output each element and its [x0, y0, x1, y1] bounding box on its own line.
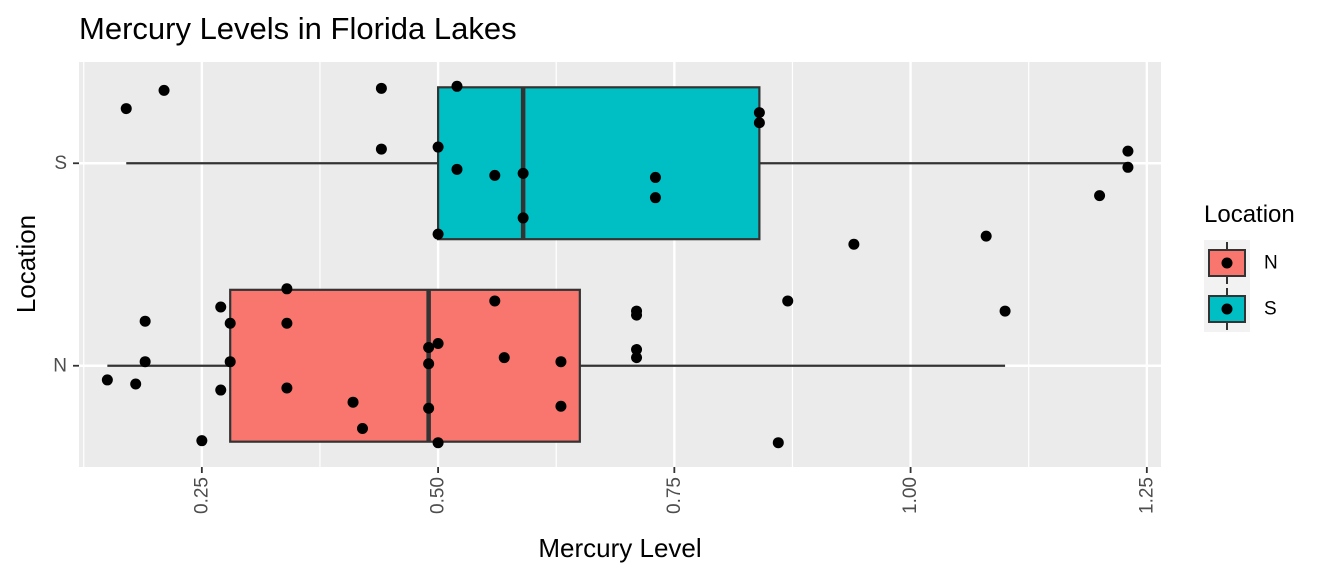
- data-point: [489, 295, 501, 307]
- data-point: [281, 382, 293, 394]
- legend-key-point: [1221, 303, 1233, 315]
- points-layer: [101, 80, 1134, 449]
- legend: Location NS: [1204, 201, 1295, 332]
- data-point: [196, 435, 208, 447]
- data-point: [649, 192, 661, 204]
- data-point: [432, 437, 444, 449]
- chart-title: Mercury Levels in Florida Lakes: [79, 11, 517, 46]
- x-axis-title: Mercury Level: [538, 533, 701, 563]
- data-point: [980, 230, 992, 242]
- x-tick-label: 0.50: [428, 477, 449, 514]
- x-tick-label: 0.75: [664, 477, 685, 514]
- data-point: [753, 117, 765, 129]
- data-point: [451, 163, 463, 175]
- data-point: [130, 378, 142, 390]
- data-point: [215, 301, 227, 313]
- data-point: [375, 82, 387, 94]
- data-point: [120, 103, 132, 115]
- data-point: [281, 283, 293, 295]
- data-point: [498, 352, 510, 364]
- data-point: [1122, 145, 1134, 157]
- data-point: [356, 423, 368, 435]
- data-point: [782, 295, 794, 307]
- data-point: [1094, 190, 1106, 202]
- data-point: [517, 212, 529, 224]
- data-point: [224, 356, 236, 368]
- legend-key-point: [1221, 257, 1233, 269]
- data-point: [517, 167, 529, 179]
- data-point: [631, 344, 643, 356]
- data-point: [423, 402, 435, 414]
- data-point: [489, 169, 501, 181]
- data-point: [999, 305, 1011, 317]
- data-point: [451, 80, 463, 92]
- data-point: [772, 437, 784, 449]
- data-point: [281, 317, 293, 329]
- data-point: [224, 317, 236, 329]
- legend-items: NS: [1204, 240, 1278, 332]
- legend-label-n: N: [1264, 253, 1278, 274]
- legend-label-s: S: [1264, 299, 1277, 320]
- legend-key-box: [1208, 295, 1246, 323]
- data-point: [423, 342, 435, 354]
- x-tick-label: 1.00: [900, 477, 921, 514]
- box-n: [229, 288, 581, 443]
- data-point: [555, 400, 567, 412]
- data-point: [432, 228, 444, 240]
- legend-title: Location: [1204, 201, 1295, 228]
- x-tick-label: 0.25: [191, 477, 212, 514]
- data-point: [423, 358, 435, 370]
- x-tick-label: 1.25: [1136, 477, 1157, 514]
- data-point: [848, 238, 860, 250]
- data-point: [375, 143, 387, 155]
- data-point: [555, 356, 567, 368]
- boxes-layer: [107, 86, 1128, 443]
- data-point: [347, 396, 359, 408]
- data-point: [631, 352, 643, 364]
- data-point: [432, 337, 444, 349]
- y-axis-title: Location: [11, 215, 41, 313]
- data-point: [139, 315, 151, 327]
- data-point: [432, 141, 444, 153]
- data-point: [158, 84, 170, 96]
- data-point: [139, 356, 151, 368]
- y-tick-label: N: [53, 355, 67, 376]
- data-point: [753, 107, 765, 119]
- data-point: [649, 171, 661, 183]
- box-s: [436, 86, 761, 241]
- data-point: [631, 305, 643, 317]
- data-point: [1122, 161, 1134, 173]
- data-point: [101, 374, 113, 386]
- y-tick-label: S: [54, 153, 67, 174]
- data-point: [215, 384, 227, 396]
- axes-layer: 0.25 0.50 0.75 1.00 1.25 N S: [53, 153, 1157, 514]
